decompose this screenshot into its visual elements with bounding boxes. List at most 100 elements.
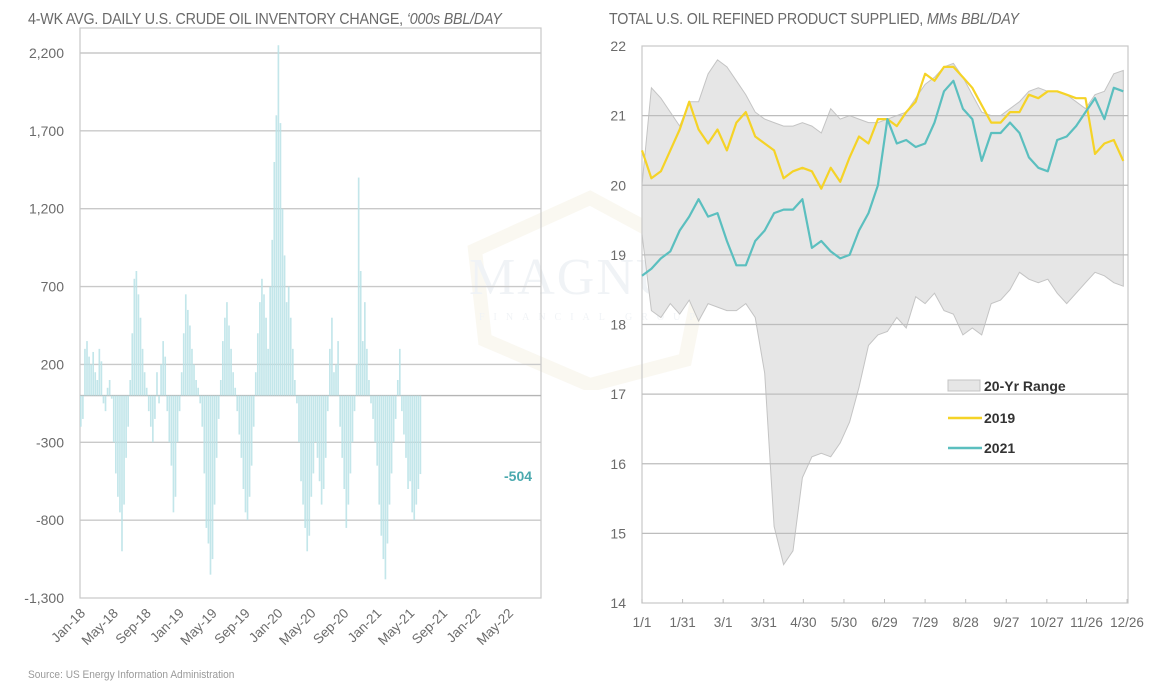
left-bar [263,294,265,396]
left-bar [236,395,239,412]
right-y-tick-label: 21 [610,108,626,124]
left-bar [143,372,146,396]
left-bar [166,395,169,412]
left-bar [224,317,226,396]
left-bar [139,317,142,396]
left-bar [162,341,164,396]
left-bar [322,395,325,489]
left-bar [337,341,339,396]
left-bar [411,395,414,513]
left-bar [182,333,185,396]
left-bar [351,395,354,443]
series-line-2019 [640,65,1125,190]
left-bar [349,395,352,474]
left-bar [94,372,97,396]
left-bar [248,395,251,497]
left-bar [345,395,348,528]
left-bar [405,395,407,458]
right-x-tick-label: 1/1 [633,615,652,630]
left-bar [343,395,346,489]
left-bar [114,395,117,474]
left-bar [180,372,183,396]
left-bar [409,395,411,482]
right-x-tick-label: 7/29 [912,615,938,630]
left-bar [149,395,152,427]
left-bar [174,395,177,497]
left-y-tick-label: 200 [41,356,65,372]
left-bar [234,387,237,396]
left-bar [226,302,228,396]
left-bar [294,380,296,396]
left-bar [256,333,259,396]
left-bar [300,395,302,482]
left-bar [147,395,150,412]
left-bar [217,395,220,419]
left-bar [90,364,92,396]
left-bar [390,395,393,474]
left-x-tick-label: Sep-18 [113,606,154,647]
left-bar [382,395,385,560]
left-bar [386,395,389,544]
left-bar [378,395,381,505]
source-note: Source: US Energy Information Administra… [28,669,235,681]
left-bar [207,395,210,544]
left-bar [197,387,199,396]
left-bar [287,286,290,396]
left-bar [250,395,253,466]
left-bar [230,348,232,396]
left-bar [296,395,298,404]
left-bar [176,395,179,443]
legend-label-2021: 2021 [984,440,1015,456]
left-bar [131,333,134,396]
left-bar [271,239,274,396]
left-x-tick-label: Sep-21 [409,606,450,647]
left-bar [178,395,181,412]
left-last-value-label: -504 [504,468,532,484]
left-bar [119,395,121,513]
left-bar [92,351,95,396]
legend-label-2019: 2019 [984,410,1015,426]
left-bar [415,395,418,505]
left-bar [189,325,191,396]
left-bar [304,395,306,528]
left-bar [298,395,300,443]
left-bar [164,356,167,396]
left-bar [401,395,403,412]
left-bar [158,395,160,404]
left-bar [232,372,234,396]
left-bar [141,348,144,396]
right-x-tick-label: 5/30 [831,615,857,630]
left-bar [316,395,319,458]
right-x-tick-label: 11/26 [1070,615,1103,630]
left-bar [125,395,127,458]
right-chart-title: TOTAL U.S. OIL REFINED PRODUCT SUPPLIED,… [609,11,1019,29]
left-bar [259,302,261,396]
left-bar [112,395,115,443]
left-chart-title-units: ‘000s BBL/DAY [406,11,502,28]
left-chart-title-text: 4-WK AVG. DAILY U.S. CRUDE OIL INVENTORY… [28,11,407,28]
left-bar [127,395,129,427]
right-x-tick-label: 8/28 [953,615,979,630]
left-bar [398,348,401,396]
left-bar [279,123,282,396]
left-bar [160,364,162,396]
left-bar [347,395,350,505]
right-chart-title-units: MMs BBL/DAY [926,11,1019,28]
left-bar [106,387,109,396]
right-x-tick-label: 6/29 [871,615,897,630]
left-bar [184,294,187,396]
left-bar [244,395,247,513]
right-x-tick-label: 3/31 [751,615,777,630]
left-bar [203,395,206,474]
left-bar [384,395,387,580]
left-bar [100,361,103,396]
left-bar [170,395,173,466]
left-bar [102,395,105,404]
left-bar [88,356,90,396]
left-y-tick-label: 700 [41,279,65,295]
left-bar [201,395,204,427]
left-bar [407,395,409,489]
left-bar [98,348,101,396]
left-bar [96,380,99,396]
left-x-tick-label: May-19 [177,606,219,648]
